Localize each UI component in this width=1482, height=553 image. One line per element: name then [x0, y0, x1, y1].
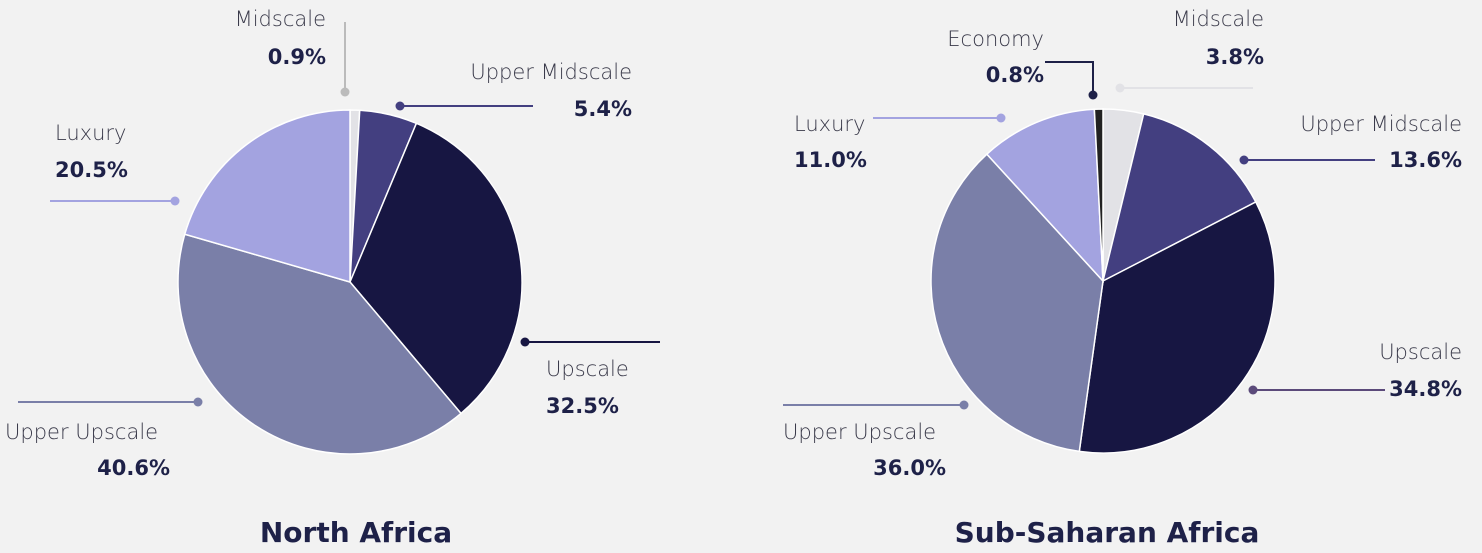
leader-dot [520, 337, 530, 347]
slice-value: 32.5% [546, 394, 619, 418]
leader-dot [340, 87, 350, 97]
slice-name: Upper Midscale [1300, 112, 1462, 136]
slice-name: Luxury [55, 121, 126, 145]
pie-slice [349, 122, 523, 415]
chart-title: Sub-Saharan Africa [955, 516, 1260, 549]
slice-value: 0.9% [268, 45, 326, 69]
leader-dot [1088, 90, 1098, 100]
slice-value: 11.0% [794, 148, 867, 172]
pie-slice [183, 109, 351, 283]
leader-dot [1115, 83, 1125, 93]
slice-value: 5.4% [574, 97, 632, 121]
slice-value: 20.5% [55, 158, 128, 182]
pie-slice [985, 108, 1104, 284]
slice-value: 40.6% [97, 456, 170, 480]
slice-name: Economy [947, 27, 1044, 51]
slice-value: 13.6% [1389, 148, 1462, 172]
slice-name: Midscale [1173, 7, 1264, 31]
leader-dot [193, 397, 203, 407]
leader-dot [1239, 155, 1249, 165]
slice-name: Upper Upscale [5, 420, 158, 444]
slice-name: Upper Midscale [470, 60, 632, 84]
slice-value: 36.0% [873, 456, 946, 480]
leader-line [1045, 61, 1094, 95]
pie-slice [1101, 112, 1257, 283]
slice-value: 0.8% [986, 63, 1044, 87]
slice-name: Upscale [546, 357, 629, 381]
slice-name: Luxury [794, 112, 865, 136]
chart-title: North Africa [260, 516, 452, 549]
leader-dot [170, 196, 180, 206]
pie-slice [177, 233, 463, 455]
slice-name: Upscale [1379, 340, 1462, 364]
pie-slice [1093, 108, 1104, 282]
leader-dot [996, 113, 1006, 123]
pie-slice [1078, 200, 1276, 454]
slice-value: 34.8% [1389, 377, 1462, 401]
slice-name: Upper Upscale [783, 420, 936, 444]
leader-dot [959, 400, 969, 410]
slice-value: 3.8% [1206, 45, 1264, 69]
leader-dot [395, 101, 405, 111]
pie-slice [930, 153, 1104, 453]
slice-name: Midscale [235, 7, 326, 31]
leader-dot [1248, 385, 1258, 395]
